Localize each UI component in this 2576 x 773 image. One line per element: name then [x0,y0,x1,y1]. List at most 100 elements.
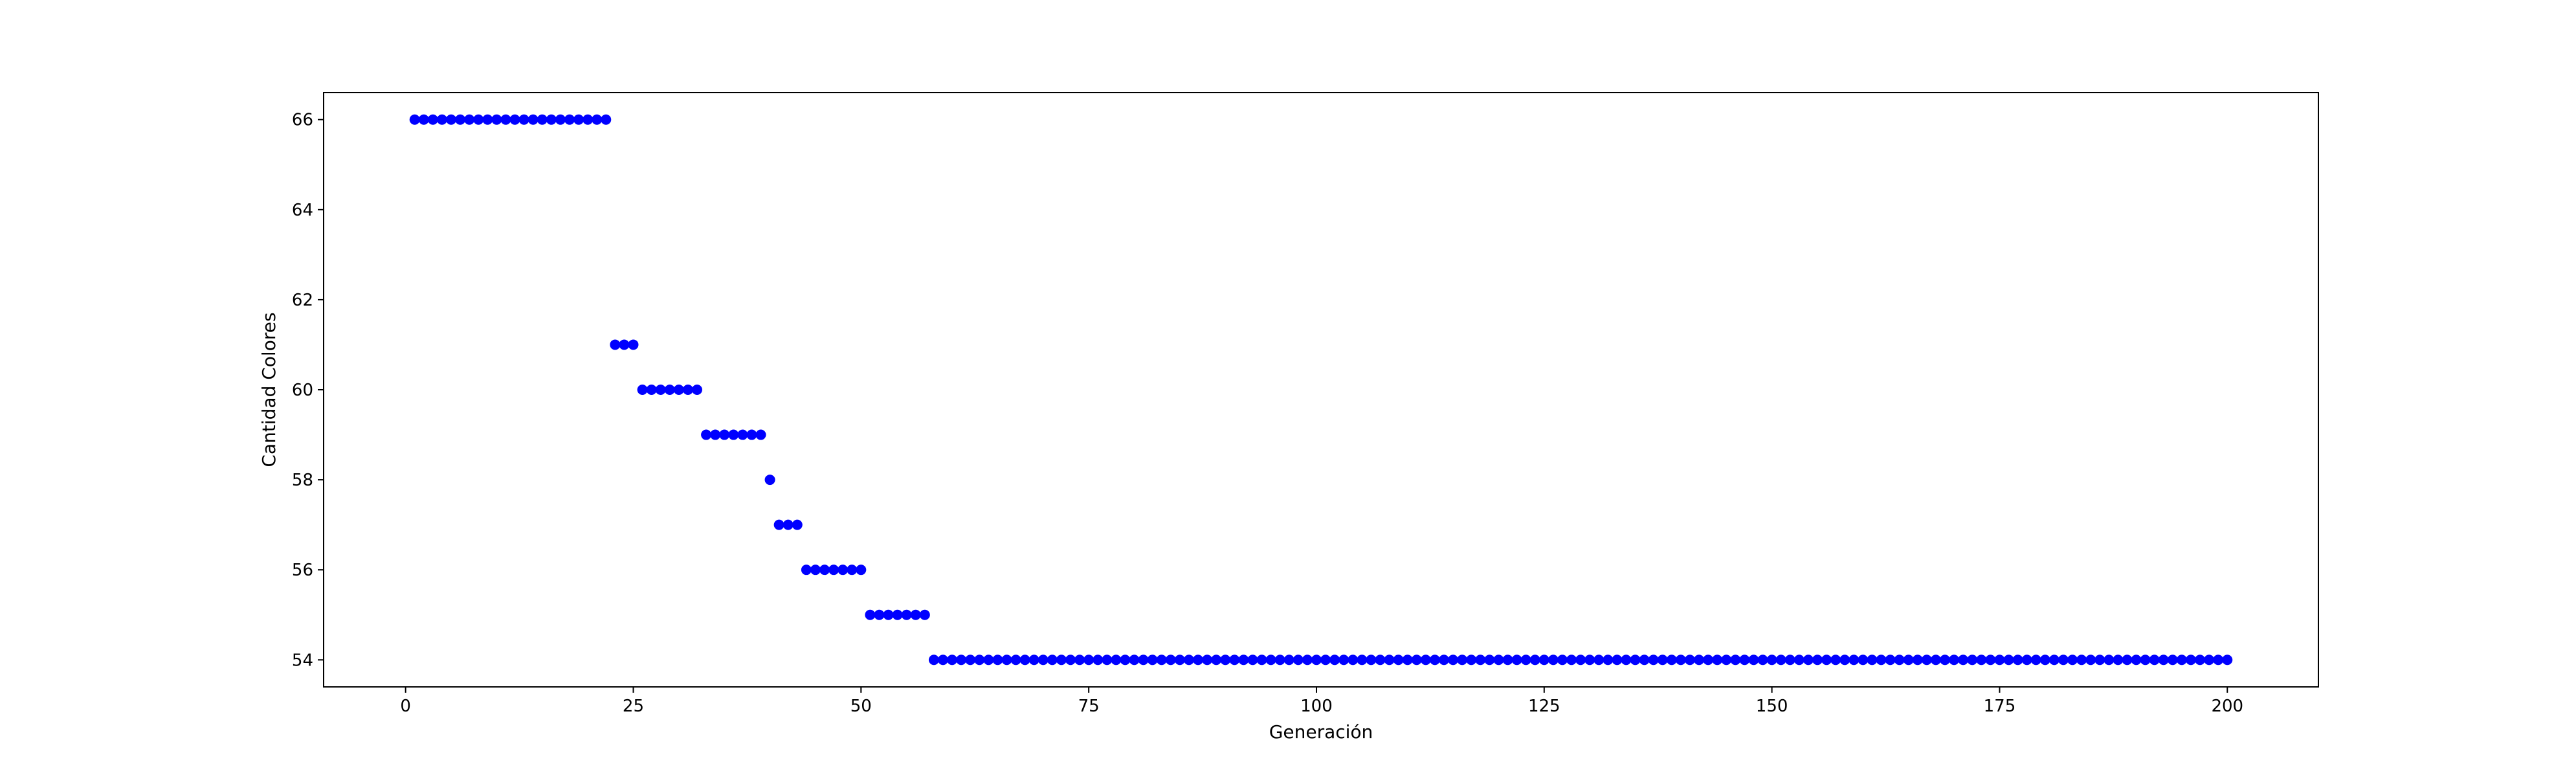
data-point [573,114,584,125]
data-point [2122,655,2133,666]
data-point [628,339,639,350]
data-point [1274,655,1285,666]
data-point [947,655,958,666]
data-point [1967,655,1978,666]
data-point [801,565,812,576]
data-point [2104,655,2115,666]
data-point [1001,655,1012,666]
data-point [1211,655,1222,666]
data-point [1283,655,1294,666]
data-point [1265,655,1276,666]
data-point [1639,655,1650,666]
x-tick-label: 100 [1300,697,1333,716]
data-point [928,655,939,666]
data-point [2003,655,2014,666]
data-point [2012,655,2023,666]
data-point [1748,655,1759,666]
data-point [655,385,666,395]
data-point [1839,655,1850,666]
data-point [992,655,1003,666]
data-point [1557,655,1568,666]
data-point [792,519,803,530]
data-point [1183,655,1194,666]
data-point [682,385,693,395]
data-point [2176,655,2187,666]
data-point [937,655,948,666]
data-point [919,609,930,620]
data-point [1174,655,1185,666]
data-point [1102,655,1113,666]
data-point [1193,655,1204,666]
data-point [965,655,976,666]
data-point [1120,655,1131,666]
y-tick-label: 62 [292,291,313,310]
data-point [564,114,575,125]
data-point [2058,655,2069,666]
data-point [956,655,967,666]
x-tick-label: 175 [1984,697,2016,716]
data-point [619,339,630,350]
data-point [1256,655,1267,666]
data-point [1229,655,1240,666]
data-point [1894,655,1905,666]
data-point [592,114,603,125]
data-point [865,609,876,620]
data-point [1630,655,1641,666]
data-point [1074,655,1085,666]
data-point [1220,655,1231,666]
data-point [555,114,566,125]
data-point [901,609,912,620]
data-point [1648,655,1659,666]
data-point [1111,655,1122,666]
data-point [1912,655,1923,666]
y-tick-label: 64 [292,201,313,220]
data-point [1994,655,2005,666]
data-point [518,114,529,125]
data-point [1457,655,1468,666]
data-point [2213,655,2224,666]
x-tick-label: 0 [400,697,411,716]
data-point [1958,655,1969,666]
data-point [1812,655,1823,666]
data-point [1793,655,1804,666]
data-point [1047,655,1058,666]
data-point [1093,655,1104,666]
data-point [1338,655,1349,666]
x-tick-label: 25 [623,697,644,716]
data-point [1302,655,1313,666]
data-point [1484,655,1495,666]
data-point [2049,655,2060,666]
data-point [427,114,438,125]
data-point [1156,655,1167,666]
data-point [537,114,548,125]
y-tick-label: 66 [292,111,313,130]
data-point [473,114,484,125]
data-point [1858,655,1869,666]
data-point [2195,655,2206,666]
data-point [1940,655,1951,666]
data-point [1129,655,1140,666]
data-point [1657,655,1668,666]
data-point [1357,655,1368,666]
data-point [910,609,921,620]
data-point [1867,655,1878,666]
data-point [764,475,775,486]
data-point [1538,655,1549,666]
data-point [1429,655,1440,666]
data-point [1830,655,1841,666]
data-point [1502,655,1513,666]
data-point [464,114,475,125]
data-point [1803,655,1814,666]
data-point [2204,655,2215,666]
data-point [1019,655,1030,666]
data-points [409,114,2233,666]
data-point [1849,655,1860,666]
data-point [691,385,702,395]
data-point [1548,655,1559,666]
data-point [1293,655,1304,666]
data-point [527,114,539,125]
data-point [2185,655,2196,666]
data-point [2131,655,2142,666]
data-point [1010,655,1021,666]
